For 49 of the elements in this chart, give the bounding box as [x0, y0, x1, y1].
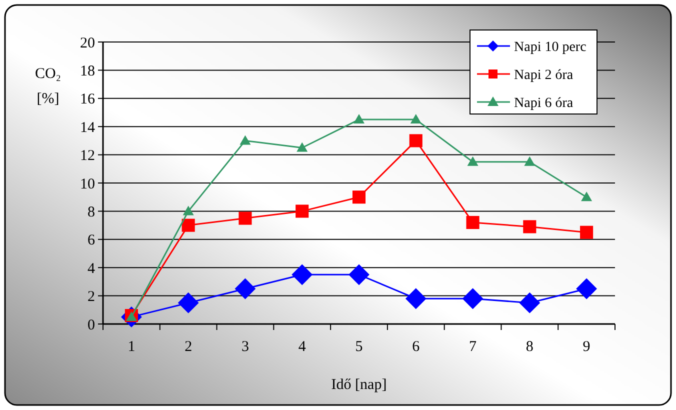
- point: [409, 134, 422, 148]
- point: [292, 264, 313, 286]
- point: [523, 220, 536, 234]
- point: [296, 204, 309, 218]
- y-tick-label: 0: [88, 317, 95, 334]
- x-tick-label: 3: [241, 339, 249, 355]
- y-tick-label: 18: [80, 63, 95, 80]
- y-tick-label: 6: [88, 232, 96, 249]
- legend-label: Napi 2 óra: [514, 68, 574, 83]
- point: [234, 278, 256, 300]
- y-axis-title: CO₂ [%]: [34, 66, 62, 107]
- x-tick-label: 5: [355, 339, 363, 355]
- point: [410, 114, 422, 124]
- point: [524, 156, 536, 166]
- point: [405, 288, 426, 310]
- point: [462, 288, 484, 310]
- point: [182, 206, 194, 216]
- x-tick-label: 9: [582, 339, 590, 355]
- point: [580, 226, 594, 239]
- point: [296, 142, 308, 152]
- point: [348, 264, 370, 286]
- point: [519, 292, 540, 314]
- point: [182, 218, 195, 232]
- y-tick-label: 4: [88, 260, 96, 277]
- x-tick-label: 2: [184, 339, 192, 355]
- point: [576, 278, 598, 300]
- point: [352, 190, 366, 204]
- y-tick-label: 8: [88, 204, 95, 220]
- x-tick-label: 7: [469, 339, 478, 355]
- legend-label: Napi 6 óra: [514, 96, 574, 111]
- legend-label: Napi 10 perc: [514, 40, 586, 55]
- x-tick-label: 8: [526, 339, 534, 355]
- y-tick-label: 12: [80, 148, 95, 164]
- x-axis-title: Idő [nap]: [331, 377, 387, 393]
- x-tick-label: 6: [412, 339, 420, 355]
- y-tick-label: 20: [80, 35, 95, 52]
- x-tick-label: 4: [298, 339, 306, 355]
- y-tick-label: 10: [80, 176, 95, 192]
- point: [466, 216, 480, 230]
- point: [581, 192, 592, 202]
- y-tick-label: 16: [80, 92, 96, 108]
- point: [238, 212, 252, 225]
- y-tick-label: 14: [80, 120, 96, 136]
- y-tick-label: 2: [88, 289, 95, 306]
- point: [467, 156, 478, 166]
- point: [354, 114, 364, 124]
- x-tick-label: 1: [128, 339, 136, 355]
- point: [178, 292, 199, 314]
- point: [240, 135, 251, 145]
